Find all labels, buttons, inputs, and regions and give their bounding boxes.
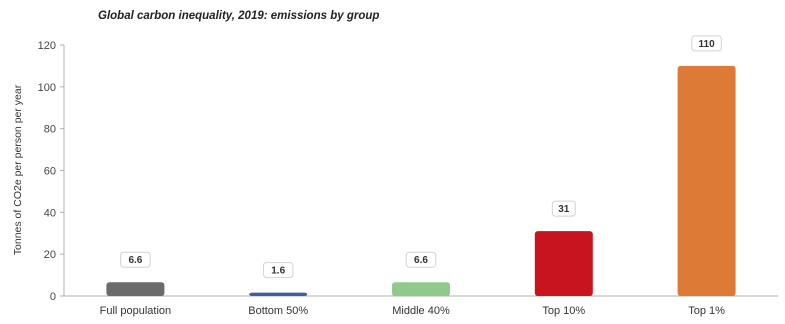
data-label-value: 1.6 — [271, 266, 285, 277]
bar — [677, 65, 736, 297]
bar — [249, 292, 308, 296]
y-tick-label: 120 — [38, 40, 56, 52]
data-label-value: 110 — [699, 39, 716, 50]
y-tick-label: 80 — [44, 124, 56, 136]
data-label: 31 — [551, 200, 576, 217]
y-tick-label: 0 — [50, 291, 56, 303]
x-axis: Full population Bottom 50% Middle 40% Top 1… — [64, 295, 778, 317]
bar — [106, 282, 165, 296]
y-tick-label: 100 — [38, 82, 56, 94]
data-label: 110 — [691, 35, 722, 52]
data-label: 6.6 — [120, 251, 151, 268]
y-axis: 0 20 40 60 80 100 120 — [38, 40, 65, 303]
data-label: 1.6 — [262, 262, 294, 279]
y-tick-label: 40 — [44, 207, 56, 219]
data-label: 6.6 — [405, 251, 437, 268]
bars — [106, 65, 736, 297]
x-category-label: Top 1% — [688, 305, 725, 317]
data-labels: 6.6 1.6 6.6 31 110 — [120, 35, 722, 279]
y-tick-label: 20 — [44, 249, 56, 261]
data-label-box — [262, 262, 294, 279]
chart-title: Global carbon inequality, 2019: emission… — [98, 10, 380, 22]
data-label-value: 6.6 — [128, 255, 142, 266]
x-category-label: Middle 40% — [392, 305, 450, 317]
data-label-box — [691, 35, 722, 52]
data-label-value: 31 — [558, 204, 570, 215]
data-label-box — [551, 200, 576, 217]
x-category-label: Full population — [100, 305, 172, 317]
x-category-label: Top 10% — [542, 305, 585, 317]
bar — [392, 282, 450, 296]
x-category-label: Bottom 50% — [248, 305, 308, 317]
bar — [534, 231, 593, 296]
data-label-box — [405, 251, 437, 268]
y-tick-label: 60 — [44, 166, 56, 178]
data-label-value: 6.6 — [414, 255, 428, 266]
data-label-box — [120, 251, 151, 268]
y-axis-title: Tonnes of CO2e per person per year — [12, 84, 24, 255]
